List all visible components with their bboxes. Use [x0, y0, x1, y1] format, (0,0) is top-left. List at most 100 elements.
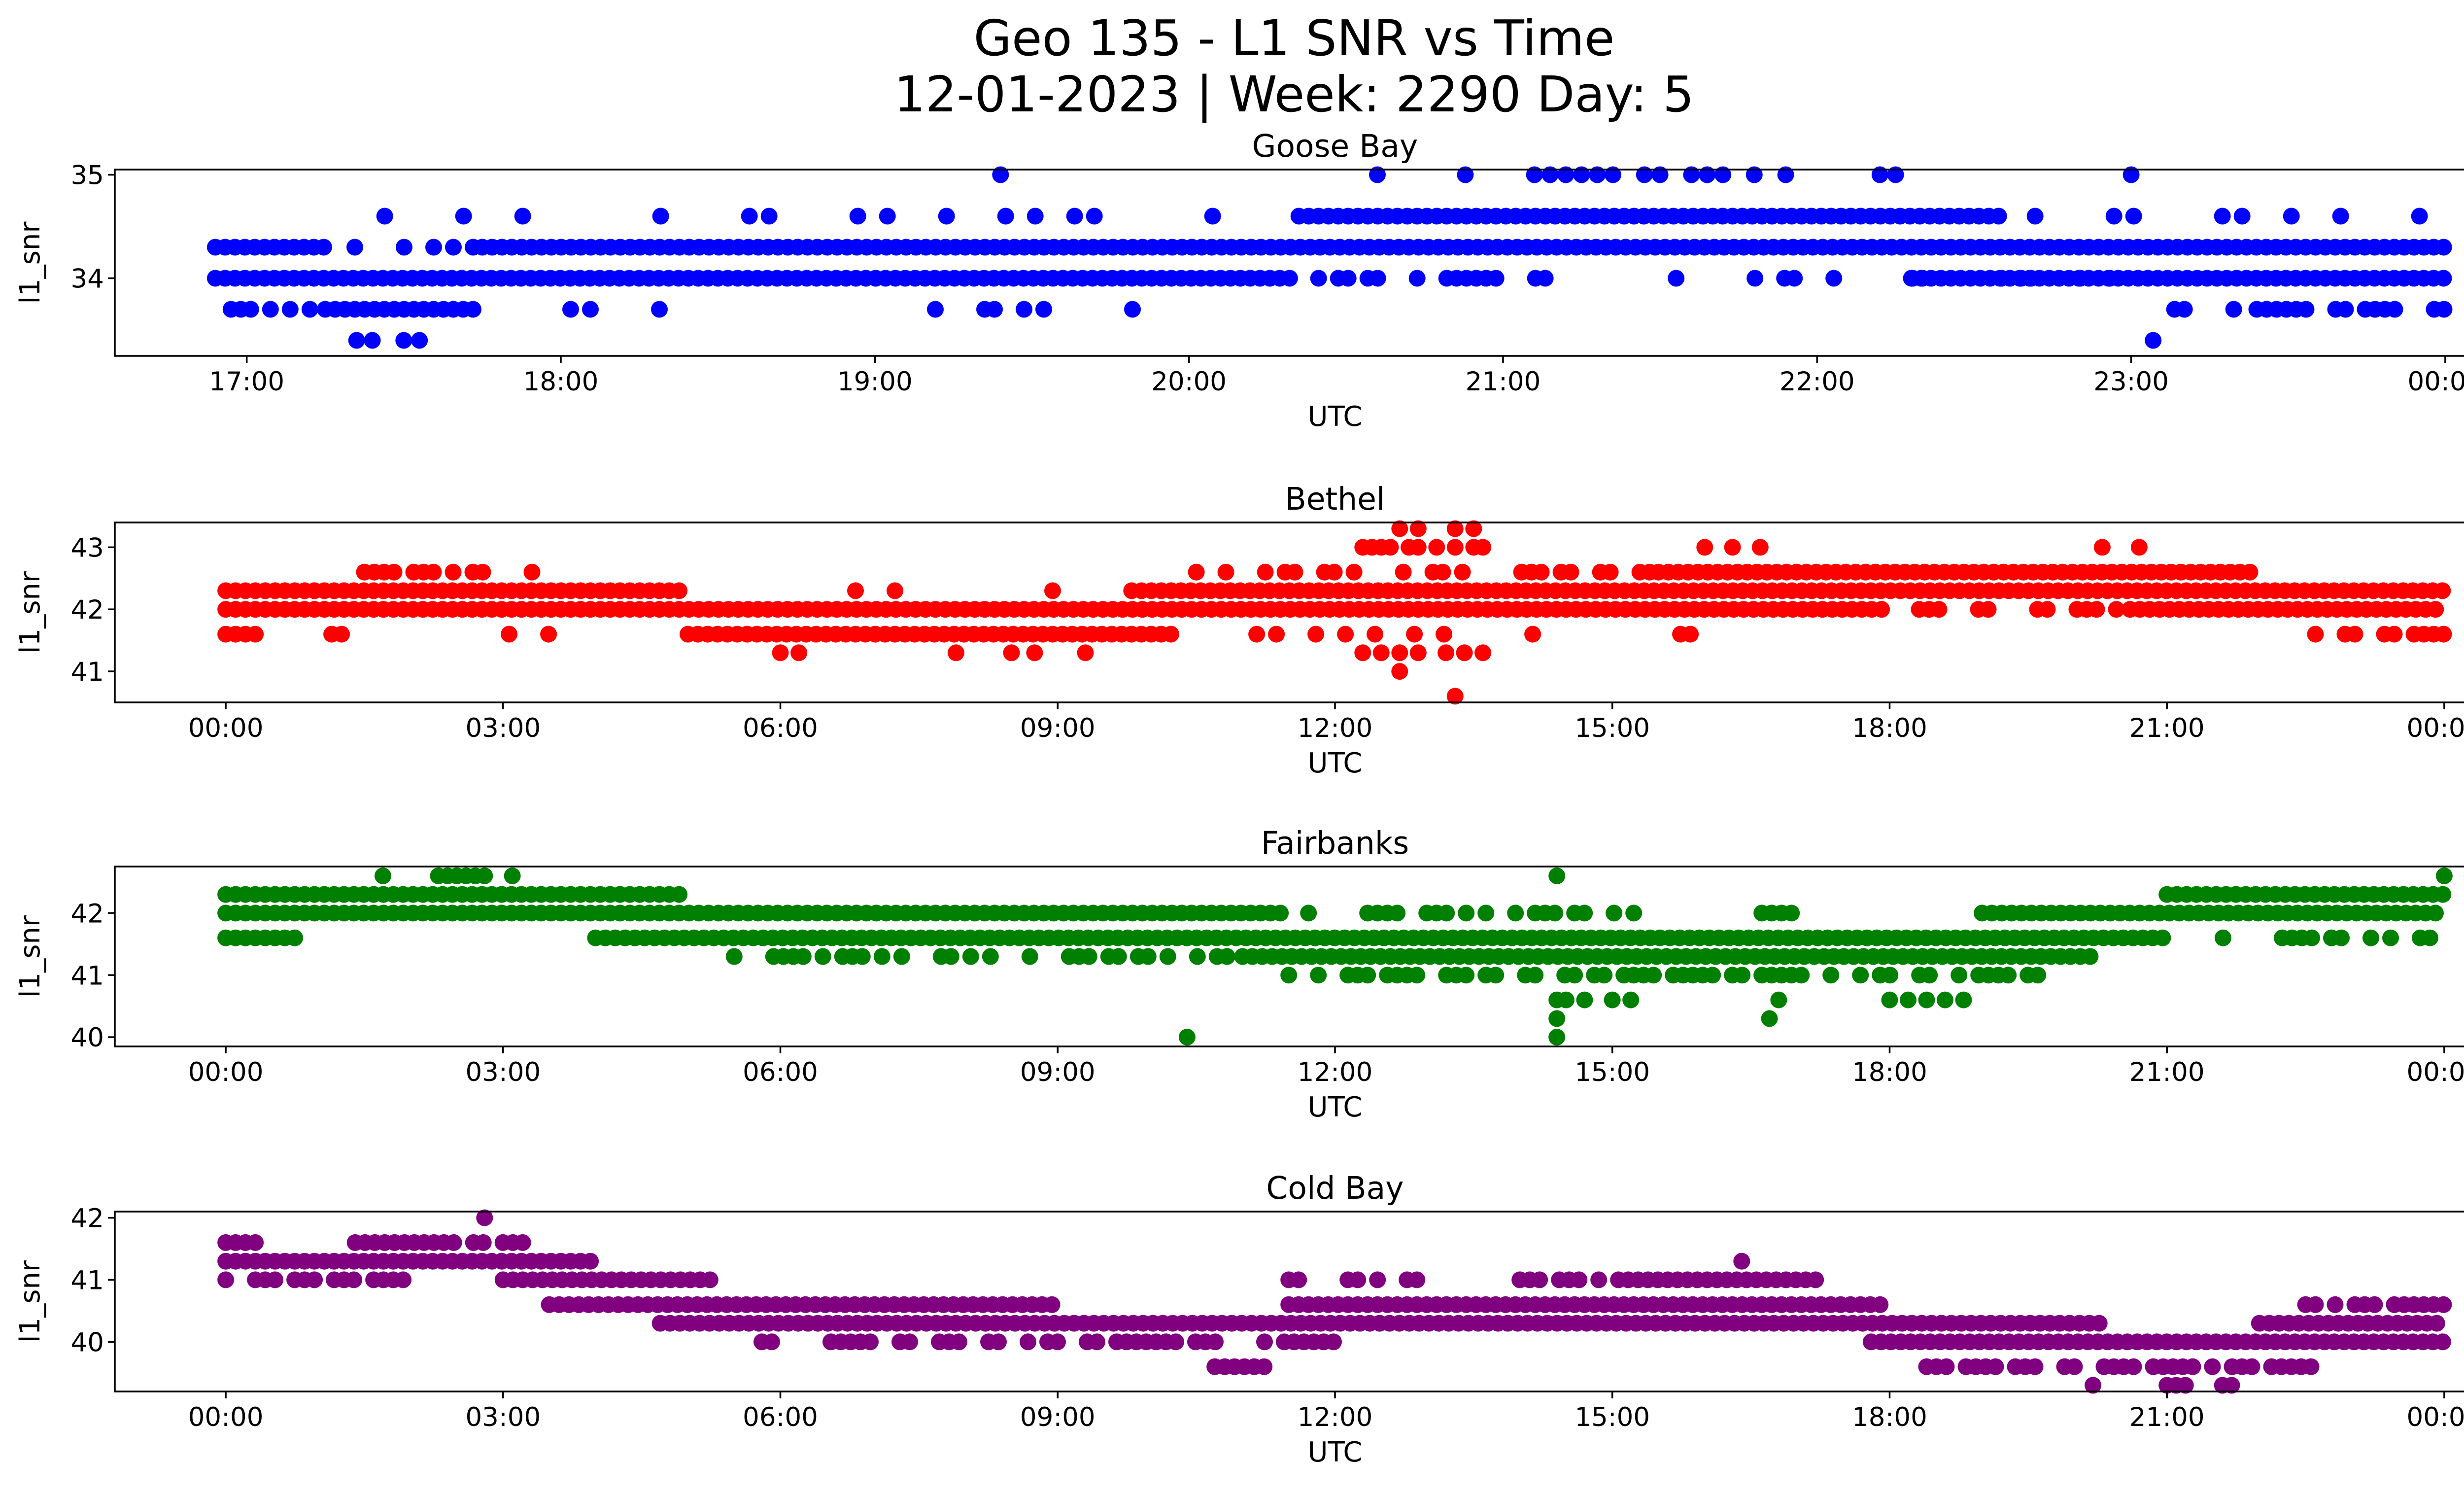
data-point — [2307, 1296, 2324, 1313]
data-point — [2130, 539, 2148, 556]
data-point — [651, 301, 668, 318]
y-tick-label: 43 — [71, 533, 104, 563]
data-point — [1437, 644, 1455, 661]
data-point — [2386, 626, 2403, 643]
data-point — [455, 208, 472, 225]
x-tick-label: 15:00 — [1574, 1402, 1650, 1432]
data-point — [395, 1271, 412, 1288]
x-tick-label: 00:00 — [188, 1402, 264, 1432]
x-tick-label: 15:00 — [1574, 713, 1650, 743]
data-point — [1576, 904, 1593, 922]
panel-goose-bay: Goose Bay 17:00 18:00 19:00 20:00 21:00 22:00 2… — [14, 128, 2464, 433]
data-point — [1257, 563, 1274, 581]
data-point — [582, 301, 599, 318]
data-point — [2302, 1358, 2320, 1375]
data-point — [1921, 967, 1938, 984]
data-point — [1714, 166, 1732, 183]
y-tick-label: 41 — [71, 961, 104, 991]
data-point — [2093, 539, 2111, 556]
data-point — [1562, 563, 1579, 581]
data-point — [2434, 886, 2452, 903]
data-point — [2283, 208, 2300, 225]
data-point — [1746, 270, 1764, 287]
x-tick-label: 09:00 — [1020, 1402, 1095, 1432]
data-point — [1337, 626, 1354, 643]
data-point — [1507, 904, 1524, 922]
x-tick-label: 12:00 — [1298, 1402, 1373, 1432]
data-point — [1272, 904, 1289, 922]
x-axis-label: UTC — [1307, 1091, 1362, 1123]
data-point — [2125, 1358, 2142, 1375]
data-point — [1369, 1271, 1386, 1288]
scatter-points-goose-bay — [206, 166, 2453, 349]
data-point — [2362, 929, 2379, 946]
data-point — [562, 301, 579, 318]
data-point — [1533, 563, 1550, 581]
data-point — [2105, 208, 2122, 225]
data-point — [794, 948, 812, 965]
data-point — [1900, 991, 1916, 1008]
data-point — [1546, 904, 1564, 922]
data-point — [671, 582, 688, 599]
x-tick-label: 00:00 — [2407, 1057, 2464, 1087]
data-point — [1268, 626, 1285, 643]
data-point — [997, 208, 1014, 225]
data-point — [992, 166, 1009, 183]
data-point — [1682, 626, 1699, 643]
data-point — [267, 1271, 284, 1288]
x-tick-label: 12:00 — [1298, 1057, 1373, 1087]
data-point — [445, 563, 462, 581]
data-point — [2386, 301, 2403, 318]
data-point — [514, 1234, 531, 1251]
data-point — [1021, 948, 1038, 965]
data-point — [982, 948, 999, 965]
data-point — [1367, 626, 1384, 643]
x-tick-label: 00:00 — [188, 1057, 264, 1087]
data-point — [1066, 208, 1083, 225]
data-point — [2215, 929, 2231, 946]
data-point — [1043, 1296, 1061, 1313]
data-point — [1300, 904, 1317, 922]
data-point — [2243, 1358, 2260, 1375]
scatter-points-fairbanks — [217, 867, 2453, 1046]
data-point — [893, 948, 910, 965]
data-point — [1606, 904, 1623, 922]
data-point — [2435, 239, 2452, 256]
data-point — [2434, 582, 2451, 599]
data-point — [2204, 1358, 2221, 1375]
data-point — [348, 332, 365, 349]
data-point — [2434, 1333, 2451, 1351]
data-point — [1003, 644, 1020, 661]
x-tick-label: 23:00 — [2093, 367, 2169, 397]
data-point — [1777, 166, 1794, 183]
data-point — [2435, 270, 2452, 287]
data-point — [862, 1333, 879, 1351]
data-point — [1822, 967, 1840, 984]
data-point — [1409, 644, 1427, 661]
data-point — [1310, 270, 1327, 287]
data-point — [1745, 166, 1763, 183]
data-point — [1807, 1271, 1824, 1288]
x-tick-label: 21:00 — [1466, 367, 1541, 397]
data-point — [1446, 520, 1464, 537]
data-point — [1872, 1296, 1889, 1313]
data-point — [927, 301, 944, 318]
data-point — [1622, 991, 1640, 1008]
x-tick-label: 03:00 — [465, 1057, 541, 1087]
data-point — [1625, 904, 1643, 922]
data-point — [375, 867, 391, 884]
data-point — [242, 301, 259, 318]
data-point — [1526, 166, 1543, 183]
data-point — [1256, 1358, 1273, 1375]
data-point — [1389, 904, 1406, 922]
y-axis-label: l1_snr — [14, 915, 46, 998]
data-point — [652, 208, 669, 225]
data-point — [2241, 563, 2259, 581]
x-tick-label: 21:00 — [2129, 1402, 2205, 1432]
data-point — [1409, 539, 1427, 556]
data-point — [1020, 1333, 1036, 1351]
data-point — [425, 563, 442, 581]
data-point — [2214, 208, 2231, 225]
data-point — [1089, 1333, 1105, 1351]
